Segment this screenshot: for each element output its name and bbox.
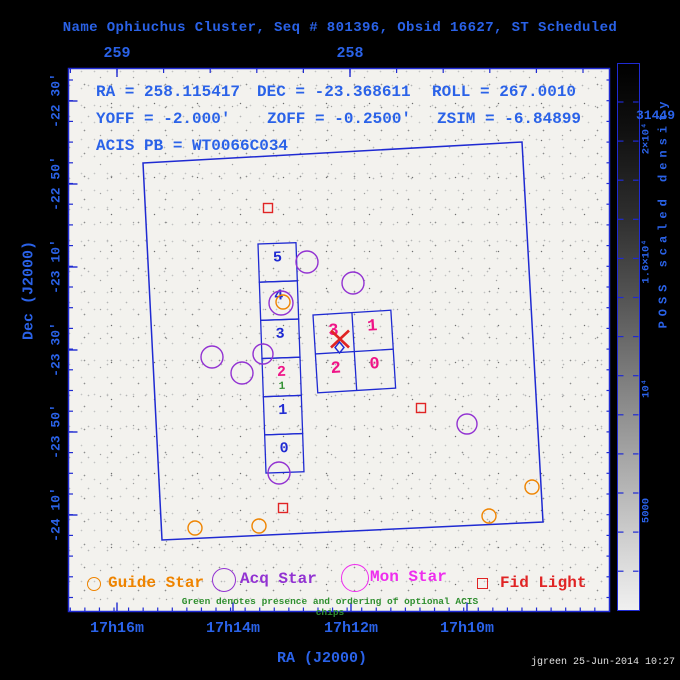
acis-i-chip-number: 0 [369, 355, 380, 375]
fid-light-square [277, 502, 289, 514]
fid-light-square [262, 202, 274, 214]
acq-star-circle [341, 271, 365, 295]
legend-fid-light-marker [477, 578, 488, 589]
info-text-cell: YOFF = -2.000' [96, 110, 231, 128]
legend-mon-star-marker [340, 563, 369, 592]
acq-star-circle [267, 461, 291, 485]
acis-s-chip-number: 1 [278, 402, 288, 419]
y-axis-title: Dec (J2000) [20, 240, 38, 341]
ra-bottom-tick-label: 17h14m [205, 620, 260, 637]
x-axis-title: RA (J2000) [276, 650, 367, 667]
guide-star-circle [481, 508, 497, 524]
info-text-cell: DEC = -23.368611 [257, 83, 411, 101]
plot-frame [67, 67, 611, 613]
ra-top-tick-label: 259 [103, 45, 131, 62]
dec-tick-label: -22 50' [48, 156, 64, 211]
info-text-cell: ROLL = 267.0010 [432, 83, 577, 101]
guide-star-circle [275, 294, 291, 310]
guide-star-circle [251, 518, 267, 534]
acis-s-chip-number: 3 [275, 326, 285, 343]
guide-star-circle [524, 479, 540, 495]
dec-tick-label: -24 10' [48, 487, 64, 542]
dec-tick-label: -23 10' [48, 239, 64, 294]
colorbar-tick-label: 5000 [640, 497, 653, 524]
acis-s-chip-order: 1 [278, 381, 285, 393]
aimpoint-x-marker [330, 329, 350, 349]
ra-bottom-tick-label: 17h12m [323, 620, 378, 637]
colorbar-title: POSS scaled density [656, 96, 671, 329]
aimpoint-diamond [334, 340, 345, 355]
fov-outline [142, 141, 544, 541]
info-text-cell: ZOFF = -0.2500' [267, 110, 412, 128]
dec-tick-label: -23 50' [48, 404, 64, 459]
info-text-cell: ZSIM = -6.84899 [437, 110, 582, 128]
colorbar-tick-label: 2×10⁴ [640, 122, 653, 155]
colorbar-tick-label: 1.6×10⁴ [640, 239, 653, 284]
legend-fid-light-label: Fid Light [500, 574, 587, 592]
legend-acq-star-marker [211, 567, 236, 592]
acis-s-chip-number: 5 [273, 249, 283, 266]
acis-i-array: 3120 [312, 309, 397, 394]
dec-tick-label: -22 30' [48, 73, 64, 128]
acis-i-chip-number: 2 [330, 359, 341, 379]
legend-acq-star-label: Acq Star [240, 570, 317, 588]
ra-top-tick-label: 258 [336, 45, 364, 62]
acis-s-chip-number: 0 [279, 440, 289, 457]
acq-star-circle [200, 345, 224, 369]
ra-bottom-tick-label: 17h10m [439, 620, 494, 637]
fid-light-square [415, 402, 427, 414]
acq-star-circle [252, 343, 274, 365]
acis-s-chip [263, 432, 305, 474]
dec-tick-label: -23 30' [48, 322, 64, 377]
acq-star-circle [230, 361, 254, 385]
legend-guide-star-marker [86, 576, 101, 591]
info-text-cell: RA = 258.115417 [96, 83, 241, 101]
legend-guide-star-label: Guide Star [108, 574, 205, 592]
acis-chips-note: Green denotes presence and ordering of o… [181, 596, 479, 618]
ra-bottom-tick-label: 17h16m [89, 620, 144, 637]
colorbar-max-value: 31449 [636, 108, 676, 123]
acis-i-divider [351, 312, 358, 391]
colorbar-tick-label: 10⁴ [640, 379, 653, 398]
density-colorbar [617, 63, 640, 611]
acis-s-chip-number: 2 [277, 364, 287, 381]
info-text-cell: ACIS PB = WT0066C034 [96, 137, 289, 155]
acq-star-circle [456, 413, 478, 435]
guide-star-circle [187, 520, 203, 536]
observation-title: Name Ophiuchus Cluster, Seq # 801396, Ob… [62, 20, 618, 36]
acq-star-circle [295, 250, 319, 274]
legend-mon-star-label: Mon Star [370, 568, 447, 586]
acq-star-circle [268, 290, 294, 316]
user-timestamp: jgreen 25-Jun-2014 10:27 [530, 657, 675, 668]
acis-i-chip-number: 1 [367, 317, 378, 337]
